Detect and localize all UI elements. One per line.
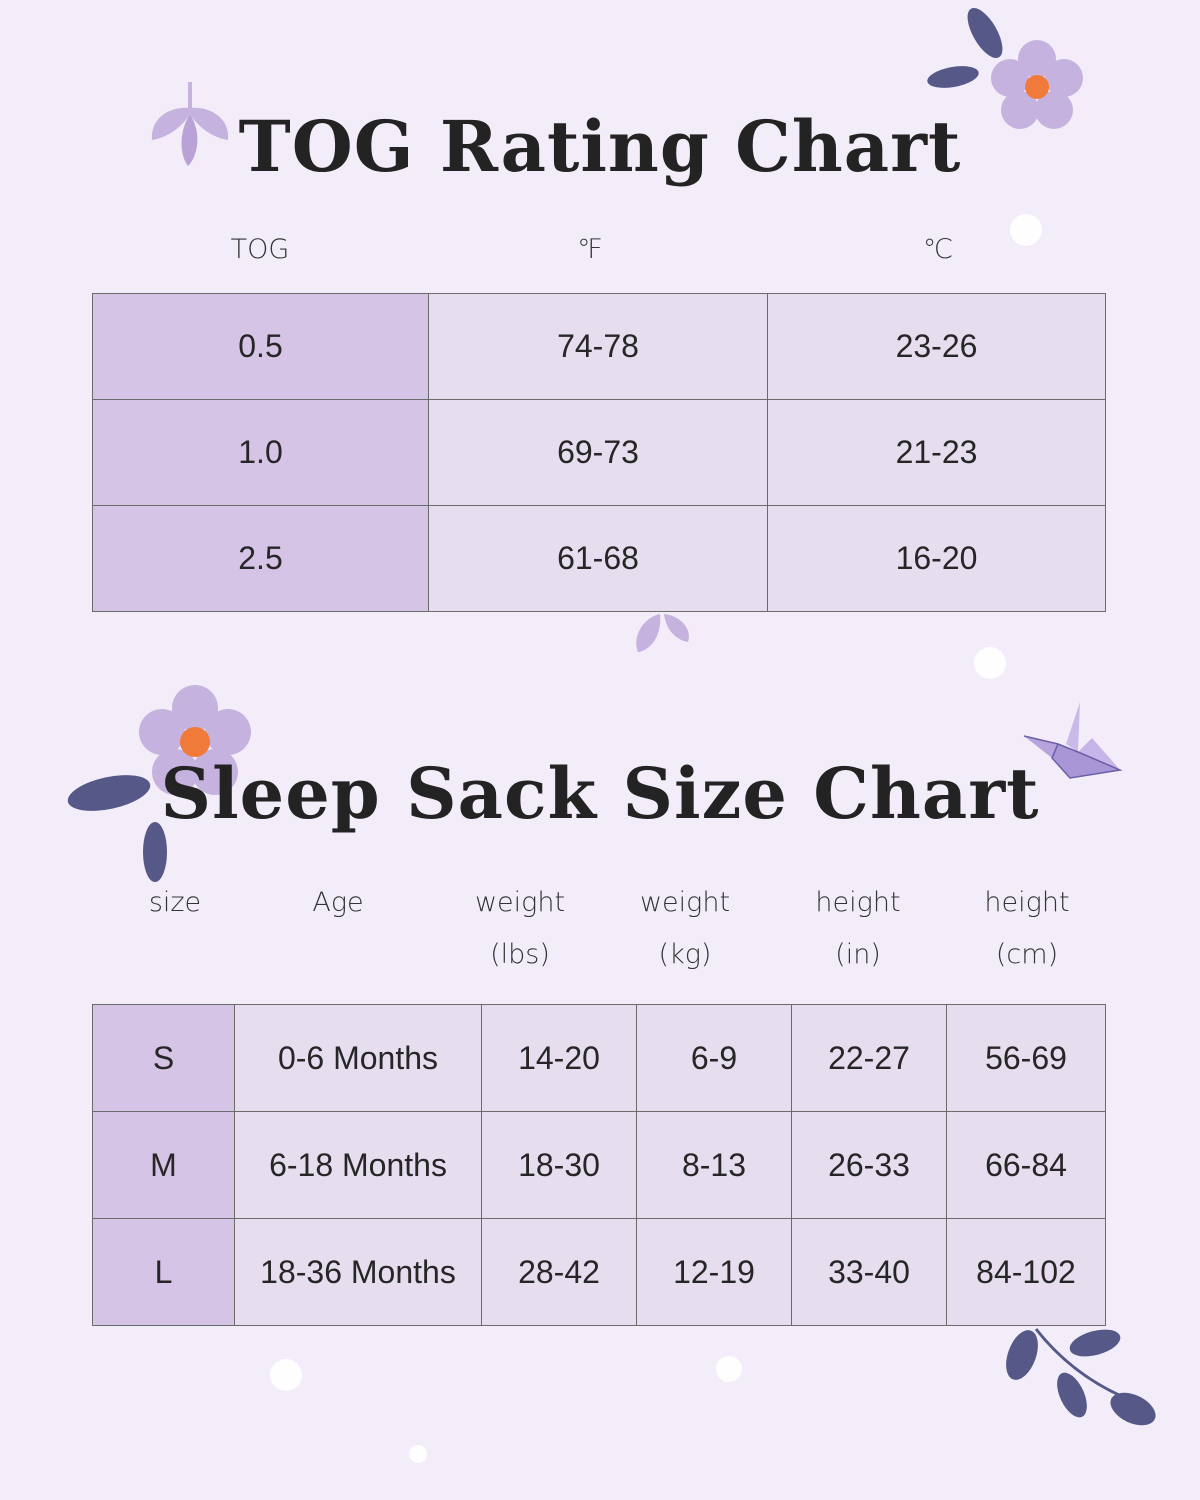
weight-lbs-header-line2: (lbs) <box>490 939 550 970</box>
celsius-cell: 16-20 <box>767 505 1106 612</box>
weight-kg-cell: 8-13 <box>636 1111 792 1219</box>
height-cm-cell: 84-102 <box>946 1218 1106 1326</box>
tog-value-cell: 0.5 <box>92 293 429 400</box>
dot-icon <box>716 1356 742 1382</box>
fahrenheit-cell: 74-78 <box>428 293 768 400</box>
falling-petal-icon <box>636 614 689 652</box>
middle-left-flower-icon <box>67 685 251 882</box>
table-row: S 0-6 Months 14-20 6-9 22-27 56-69 <box>92 1004 1106 1112</box>
age-cell: 6-18 Months <box>234 1111 482 1219</box>
tog-rating-table: 0.5 74-78 23-26 1.0 69-73 21-23 2.5 61-6… <box>92 293 1106 612</box>
height-cm-header: height (cm) <box>957 877 1097 981</box>
weight-lbs-cell: 18-30 <box>481 1111 637 1219</box>
tog-chart-title: TOG Rating Chart <box>238 105 962 188</box>
fahrenheit-cell: 69-73 <box>428 399 768 506</box>
weight-kg-header: weight (kg) <box>615 877 755 981</box>
tog-value-cell: 1.0 <box>92 399 429 506</box>
weight-lbs-cell: 28-42 <box>481 1218 637 1326</box>
height-cm-header-line1: height <box>984 887 1070 918</box>
height-in-cell: 26-33 <box>791 1111 947 1219</box>
fahrenheit-cell: 61-68 <box>428 505 768 612</box>
height-cm-cell: 56-69 <box>946 1004 1106 1112</box>
weight-lbs-header: weight (lbs) <box>450 877 590 981</box>
age-header: Age <box>268 877 408 929</box>
top-left-petal-icon <box>151 82 229 166</box>
weight-lbs-cell: 14-20 <box>481 1004 637 1112</box>
age-header-line1: Age <box>312 887 364 918</box>
table-row: 2.5 61-68 16-20 <box>92 505 1106 612</box>
height-cm-cell: 66-84 <box>946 1111 1106 1219</box>
size-chart-title: Sleep Sack Size Chart <box>160 752 1040 835</box>
celsius-header: ℃ <box>922 234 954 265</box>
size-header: size <box>105 877 245 929</box>
tog-value-cell: 2.5 <box>92 505 429 612</box>
fahrenheit-header: ℉ <box>577 234 603 265</box>
height-in-cell: 22-27 <box>791 1004 947 1112</box>
sleep-sack-size-table: S 0-6 Months 14-20 6-9 22-27 56-69 M 6-1… <box>92 1004 1106 1326</box>
size-cell: S <box>92 1004 235 1112</box>
celsius-cell: 21-23 <box>767 399 1106 506</box>
top-right-flower-icon <box>927 8 1083 129</box>
height-cm-header-line2: (cm) <box>995 939 1059 970</box>
weight-kg-cell: 6-9 <box>636 1004 792 1112</box>
age-cell: 18-36 Months <box>234 1218 482 1326</box>
table-row: 0.5 74-78 23-26 <box>92 293 1106 400</box>
height-in-header: height (in) <box>788 877 928 981</box>
weight-kg-header-line2: (kg) <box>658 939 712 970</box>
table-row: 1.0 69-73 21-23 <box>92 399 1106 506</box>
size-cell: M <box>92 1111 235 1219</box>
table-row: M 6-18 Months 18-30 8-13 26-33 66-84 <box>92 1111 1106 1219</box>
dot-icon <box>409 1445 427 1463</box>
weight-kg-header-line1: weight <box>639 887 731 918</box>
size-cell: L <box>92 1218 235 1326</box>
celsius-cell: 23-26 <box>767 293 1106 400</box>
height-in-cell: 33-40 <box>791 1218 947 1326</box>
weight-kg-cell: 12-19 <box>636 1218 792 1326</box>
table-row: L 18-36 Months 28-42 12-19 33-40 84-102 <box>92 1218 1106 1326</box>
origami-crane-icon <box>1023 702 1123 779</box>
tog-header: TOG <box>230 234 290 265</box>
dot-icon <box>974 647 1006 679</box>
height-in-header-line1: height <box>815 887 901 918</box>
weight-lbs-header-line1: weight <box>474 887 566 918</box>
dot-icon <box>270 1359 302 1391</box>
age-cell: 0-6 Months <box>234 1004 482 1112</box>
height-in-header-line2: (in) <box>835 939 881 970</box>
dot-icon <box>1010 214 1042 246</box>
bottom-right-leaves-icon <box>1006 1328 1156 1426</box>
size-header-line1: size <box>148 887 202 918</box>
